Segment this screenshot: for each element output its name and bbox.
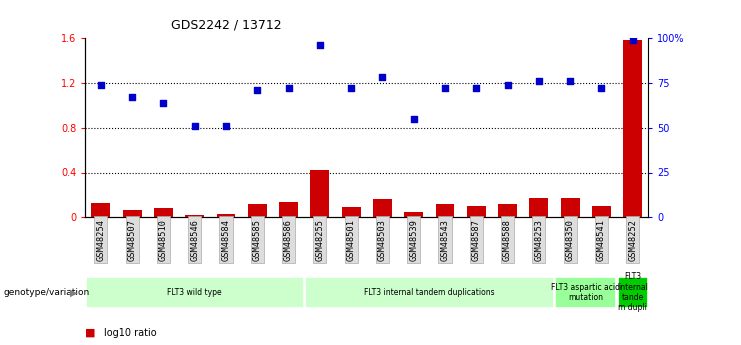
FancyBboxPatch shape: [618, 277, 648, 308]
Bar: [530, 198, 548, 217]
FancyBboxPatch shape: [86, 277, 304, 308]
Bar: [561, 198, 579, 217]
Point: [251, 87, 263, 93]
Text: GSM48584: GSM48584: [222, 218, 230, 260]
Text: GSM48252: GSM48252: [628, 218, 637, 260]
Bar: [592, 206, 611, 217]
Bar: [623, 40, 642, 217]
Point: [471, 86, 482, 91]
Text: FLT3 wild type: FLT3 wild type: [167, 288, 222, 297]
Text: GSM48541: GSM48541: [597, 218, 606, 260]
Text: ■: ■: [85, 328, 96, 338]
Text: GSM48350: GSM48350: [565, 218, 575, 260]
Text: GSM48503: GSM48503: [378, 218, 387, 260]
Text: GSM48588: GSM48588: [503, 218, 512, 260]
Point: [408, 116, 419, 121]
Point: [314, 42, 326, 48]
Point: [439, 86, 451, 91]
Point: [345, 86, 357, 91]
Text: FLT3
internal
tande
m dupli: FLT3 internal tande m dupli: [618, 272, 648, 313]
FancyBboxPatch shape: [305, 277, 554, 308]
Text: GSM48501: GSM48501: [347, 218, 356, 260]
Text: GSM48255: GSM48255: [316, 218, 325, 260]
Text: GSM48507: GSM48507: [127, 218, 136, 260]
Text: GSM48586: GSM48586: [284, 218, 293, 260]
Bar: [216, 214, 236, 217]
Point: [282, 86, 294, 91]
Point: [596, 86, 608, 91]
Point: [627, 37, 639, 42]
Bar: [154, 208, 173, 217]
Bar: [123, 209, 142, 217]
Point: [126, 95, 138, 100]
Text: GSM48253: GSM48253: [534, 218, 543, 260]
Text: GSM48587: GSM48587: [472, 218, 481, 260]
Text: FLT3 aspartic acid
mutation: FLT3 aspartic acid mutation: [551, 283, 620, 302]
Point: [189, 123, 201, 129]
Bar: [405, 212, 423, 217]
Point: [564, 78, 576, 84]
Text: GSM48543: GSM48543: [440, 218, 450, 260]
Bar: [467, 206, 485, 217]
Bar: [279, 201, 298, 217]
Point: [95, 82, 107, 87]
Bar: [248, 204, 267, 217]
Text: FLT3 internal tandem duplications: FLT3 internal tandem duplications: [364, 288, 495, 297]
Point: [376, 75, 388, 80]
Bar: [436, 204, 454, 217]
FancyBboxPatch shape: [555, 277, 617, 308]
Text: GDS2242 / 13712: GDS2242 / 13712: [170, 18, 282, 31]
Bar: [91, 203, 110, 217]
Point: [158, 100, 170, 105]
Point: [220, 123, 232, 129]
Text: GSM48585: GSM48585: [253, 218, 262, 260]
Bar: [310, 170, 329, 217]
Bar: [342, 207, 361, 217]
Point: [502, 82, 514, 87]
Text: ▶: ▶: [70, 287, 78, 297]
Bar: [185, 215, 204, 217]
Bar: [498, 204, 517, 217]
Bar: [373, 199, 392, 217]
Text: log10 ratio: log10 ratio: [104, 328, 156, 338]
Text: GSM48539: GSM48539: [409, 218, 418, 260]
Text: GSM48510: GSM48510: [159, 218, 168, 260]
Text: GSM48546: GSM48546: [190, 218, 199, 260]
Text: GSM48254: GSM48254: [96, 218, 105, 260]
Point: [533, 78, 545, 84]
Text: genotype/variation: genotype/variation: [4, 288, 90, 297]
